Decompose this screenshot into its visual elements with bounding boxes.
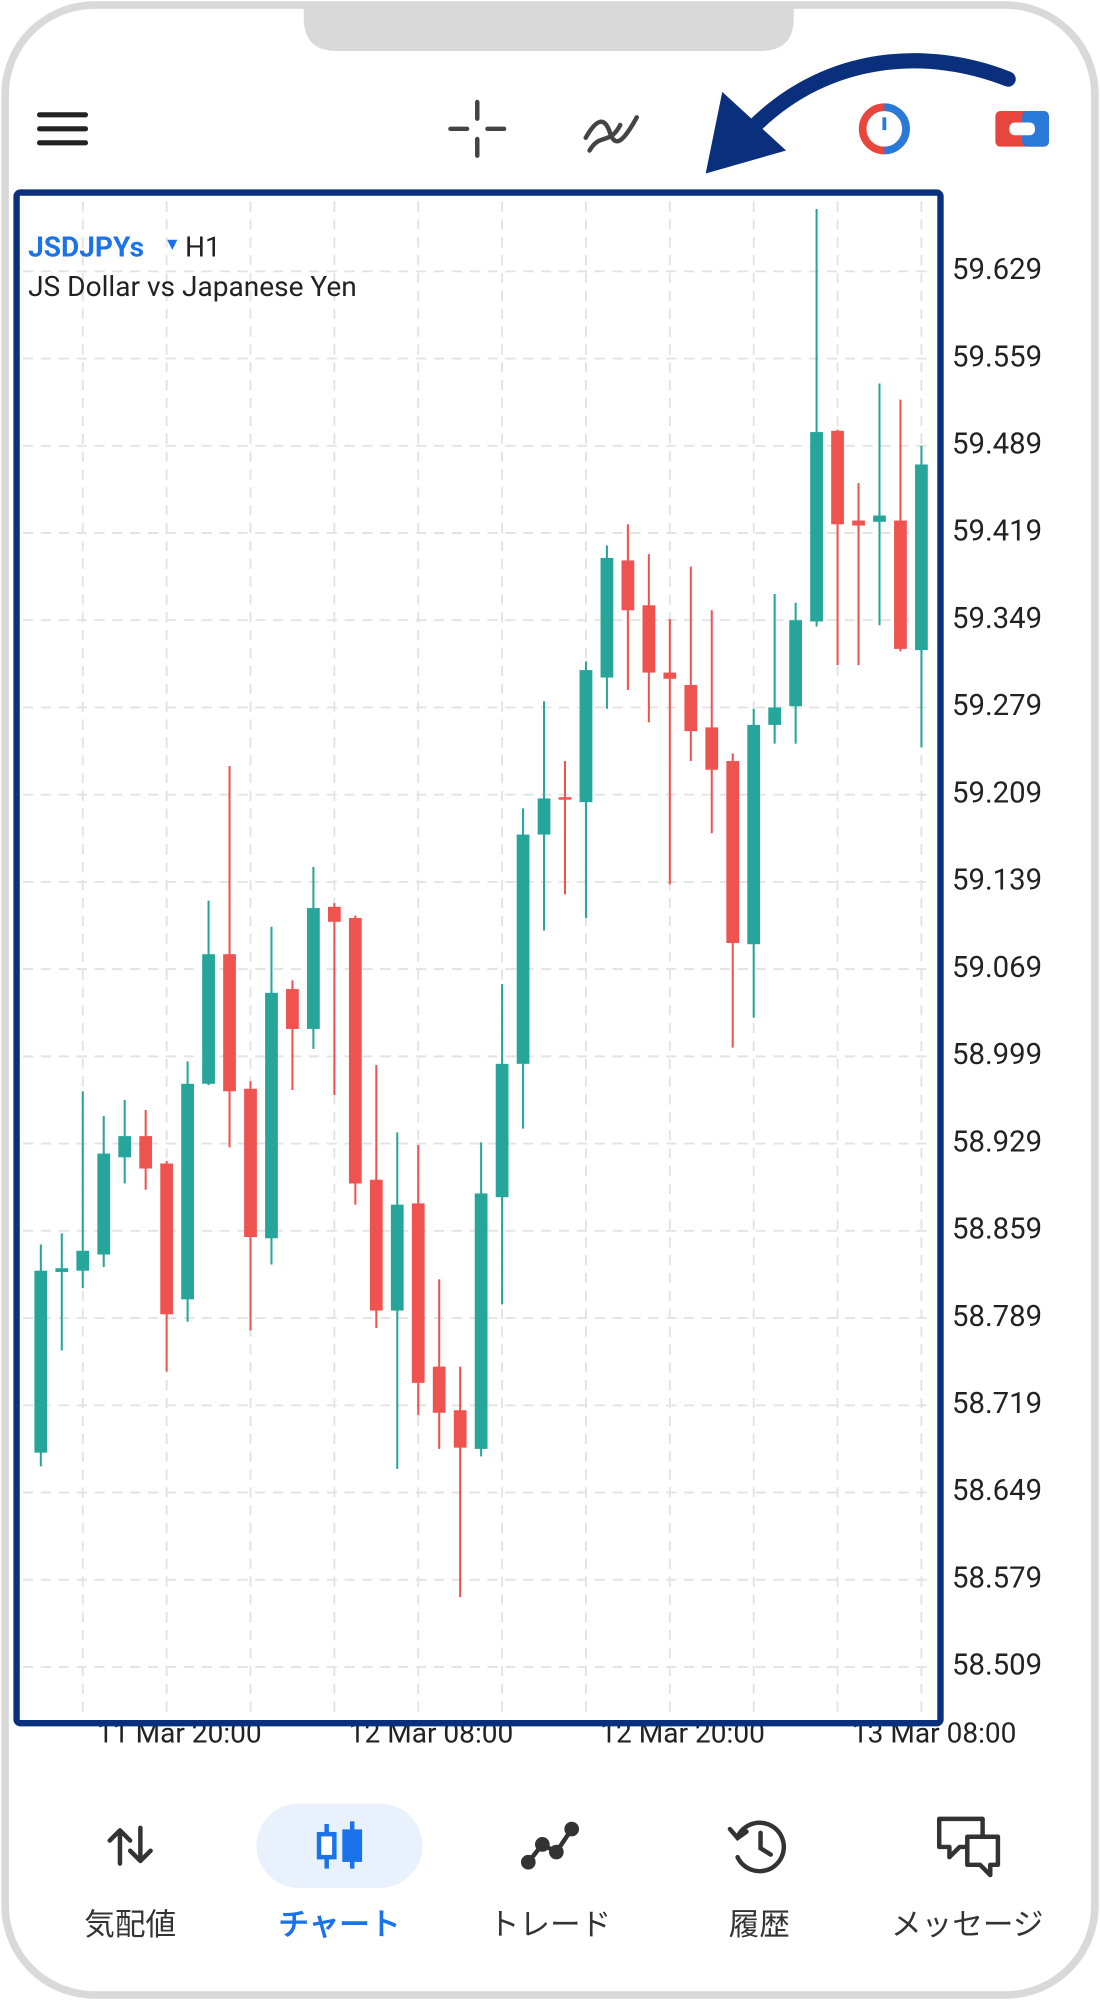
candle-body xyxy=(705,727,719,770)
one-click-trading-button[interactable] xyxy=(858,103,910,155)
candle-body xyxy=(516,834,530,1064)
candle-body xyxy=(579,670,593,803)
candle-body xyxy=(181,1083,194,1300)
crosshair-button[interactable] xyxy=(448,99,507,158)
candle-body xyxy=(118,1136,132,1158)
y-tick-label: 59.139 xyxy=(952,864,1042,898)
highlight-frame xyxy=(13,189,944,1727)
symbol-dropdown[interactable] xyxy=(167,239,178,250)
candle-body xyxy=(55,1268,69,1272)
trade-panel-button[interactable] xyxy=(995,110,1049,147)
candle-body xyxy=(789,620,803,707)
candle-body xyxy=(411,1203,425,1383)
nav-label[interactable]: 履歴 xyxy=(729,1908,790,1943)
history-icon[interactable] xyxy=(727,1820,787,1874)
candle-body xyxy=(894,520,907,649)
menu-button[interactable] xyxy=(37,112,89,146)
candle-body xyxy=(369,1179,383,1311)
candle-body xyxy=(663,672,677,679)
callout-arrow xyxy=(705,53,1016,174)
y-tick-label: 59.489 xyxy=(952,428,1042,462)
indicator-button[interactable] xyxy=(583,115,640,153)
bottom-navigation: 気配値 チャート トレード 履歴 メッセージ xyxy=(84,1803,1044,1943)
candle-body xyxy=(558,797,572,800)
candle-body xyxy=(852,520,865,526)
y-tick-label: 59.419 xyxy=(952,515,1042,549)
nav-label[interactable]: チャート xyxy=(278,1908,400,1943)
nav-label[interactable]: メッセージ xyxy=(891,1908,1043,1943)
y-tick-label: 58.859 xyxy=(952,1213,1042,1247)
symbol[interactable]: JSDJPYs xyxy=(28,230,144,263)
candle-body xyxy=(307,908,320,1029)
y-tick-label: 59.629 xyxy=(952,253,1042,287)
candle-body xyxy=(348,918,362,1184)
candle-body xyxy=(621,560,635,611)
candle-body xyxy=(642,605,656,673)
candle-body xyxy=(726,761,740,943)
candle-body xyxy=(747,724,761,945)
y-tick-label: 59.279 xyxy=(952,689,1042,723)
candle-body xyxy=(390,1204,404,1311)
candle-body xyxy=(223,954,236,1092)
candle-body xyxy=(684,685,698,732)
timeframe[interactable]: H1 xyxy=(185,230,221,263)
y-tick-label: 58.999 xyxy=(952,1038,1042,1072)
candle-body xyxy=(202,954,215,1084)
y-tick-label: 58.789 xyxy=(952,1300,1042,1334)
quotes-icon[interactable] xyxy=(107,1825,153,1866)
candle-body xyxy=(768,707,782,725)
chart: JSDJPYs H1 JS Dollar vs Japanese Yen 58.… xyxy=(22,201,1042,1749)
candle-body xyxy=(453,1410,467,1448)
y-tick-label: 59.209 xyxy=(952,776,1042,810)
candle-body xyxy=(537,798,551,835)
candle-body xyxy=(474,1193,488,1449)
notch xyxy=(303,5,794,52)
candle-body xyxy=(160,1163,174,1315)
y-tick-label: 58.649 xyxy=(952,1474,1042,1508)
candle-body xyxy=(265,992,278,1239)
y-tick-label: 59.069 xyxy=(952,951,1042,985)
candle-body xyxy=(600,557,614,678)
y-tick-label: 58.579 xyxy=(952,1561,1042,1595)
candle-body xyxy=(34,1270,48,1453)
active-tab-background xyxy=(256,1803,423,1888)
candle-body xyxy=(432,1366,446,1413)
candle-body xyxy=(76,1250,90,1271)
y-tick-label: 58.719 xyxy=(952,1387,1042,1421)
y-tick-label: 58.929 xyxy=(952,1125,1042,1159)
candle-body xyxy=(873,515,886,522)
trade-icon[interactable] xyxy=(520,1821,580,1870)
candle-body xyxy=(915,464,928,651)
nav-label[interactable]: 気配値 xyxy=(84,1908,176,1943)
nav-label[interactable]: トレード xyxy=(489,1908,611,1943)
candle-body xyxy=(286,989,299,1029)
candle-body xyxy=(327,906,341,922)
candle-body xyxy=(831,430,844,525)
messages-icon[interactable] xyxy=(936,1816,1001,1878)
y-tick-label: 58.509 xyxy=(952,1649,1042,1683)
symbol-description: JS Dollar vs Japanese Yen xyxy=(28,270,357,303)
y-tick-label: 59.559 xyxy=(952,340,1042,374)
candle-body xyxy=(810,432,823,622)
candle-body xyxy=(139,1136,153,1169)
candle-body xyxy=(97,1153,111,1255)
chart-icon[interactable] xyxy=(316,1821,363,1869)
y-tick-label: 59.349 xyxy=(952,602,1042,636)
candle-body xyxy=(244,1088,257,1238)
candle-body xyxy=(495,1063,509,1198)
